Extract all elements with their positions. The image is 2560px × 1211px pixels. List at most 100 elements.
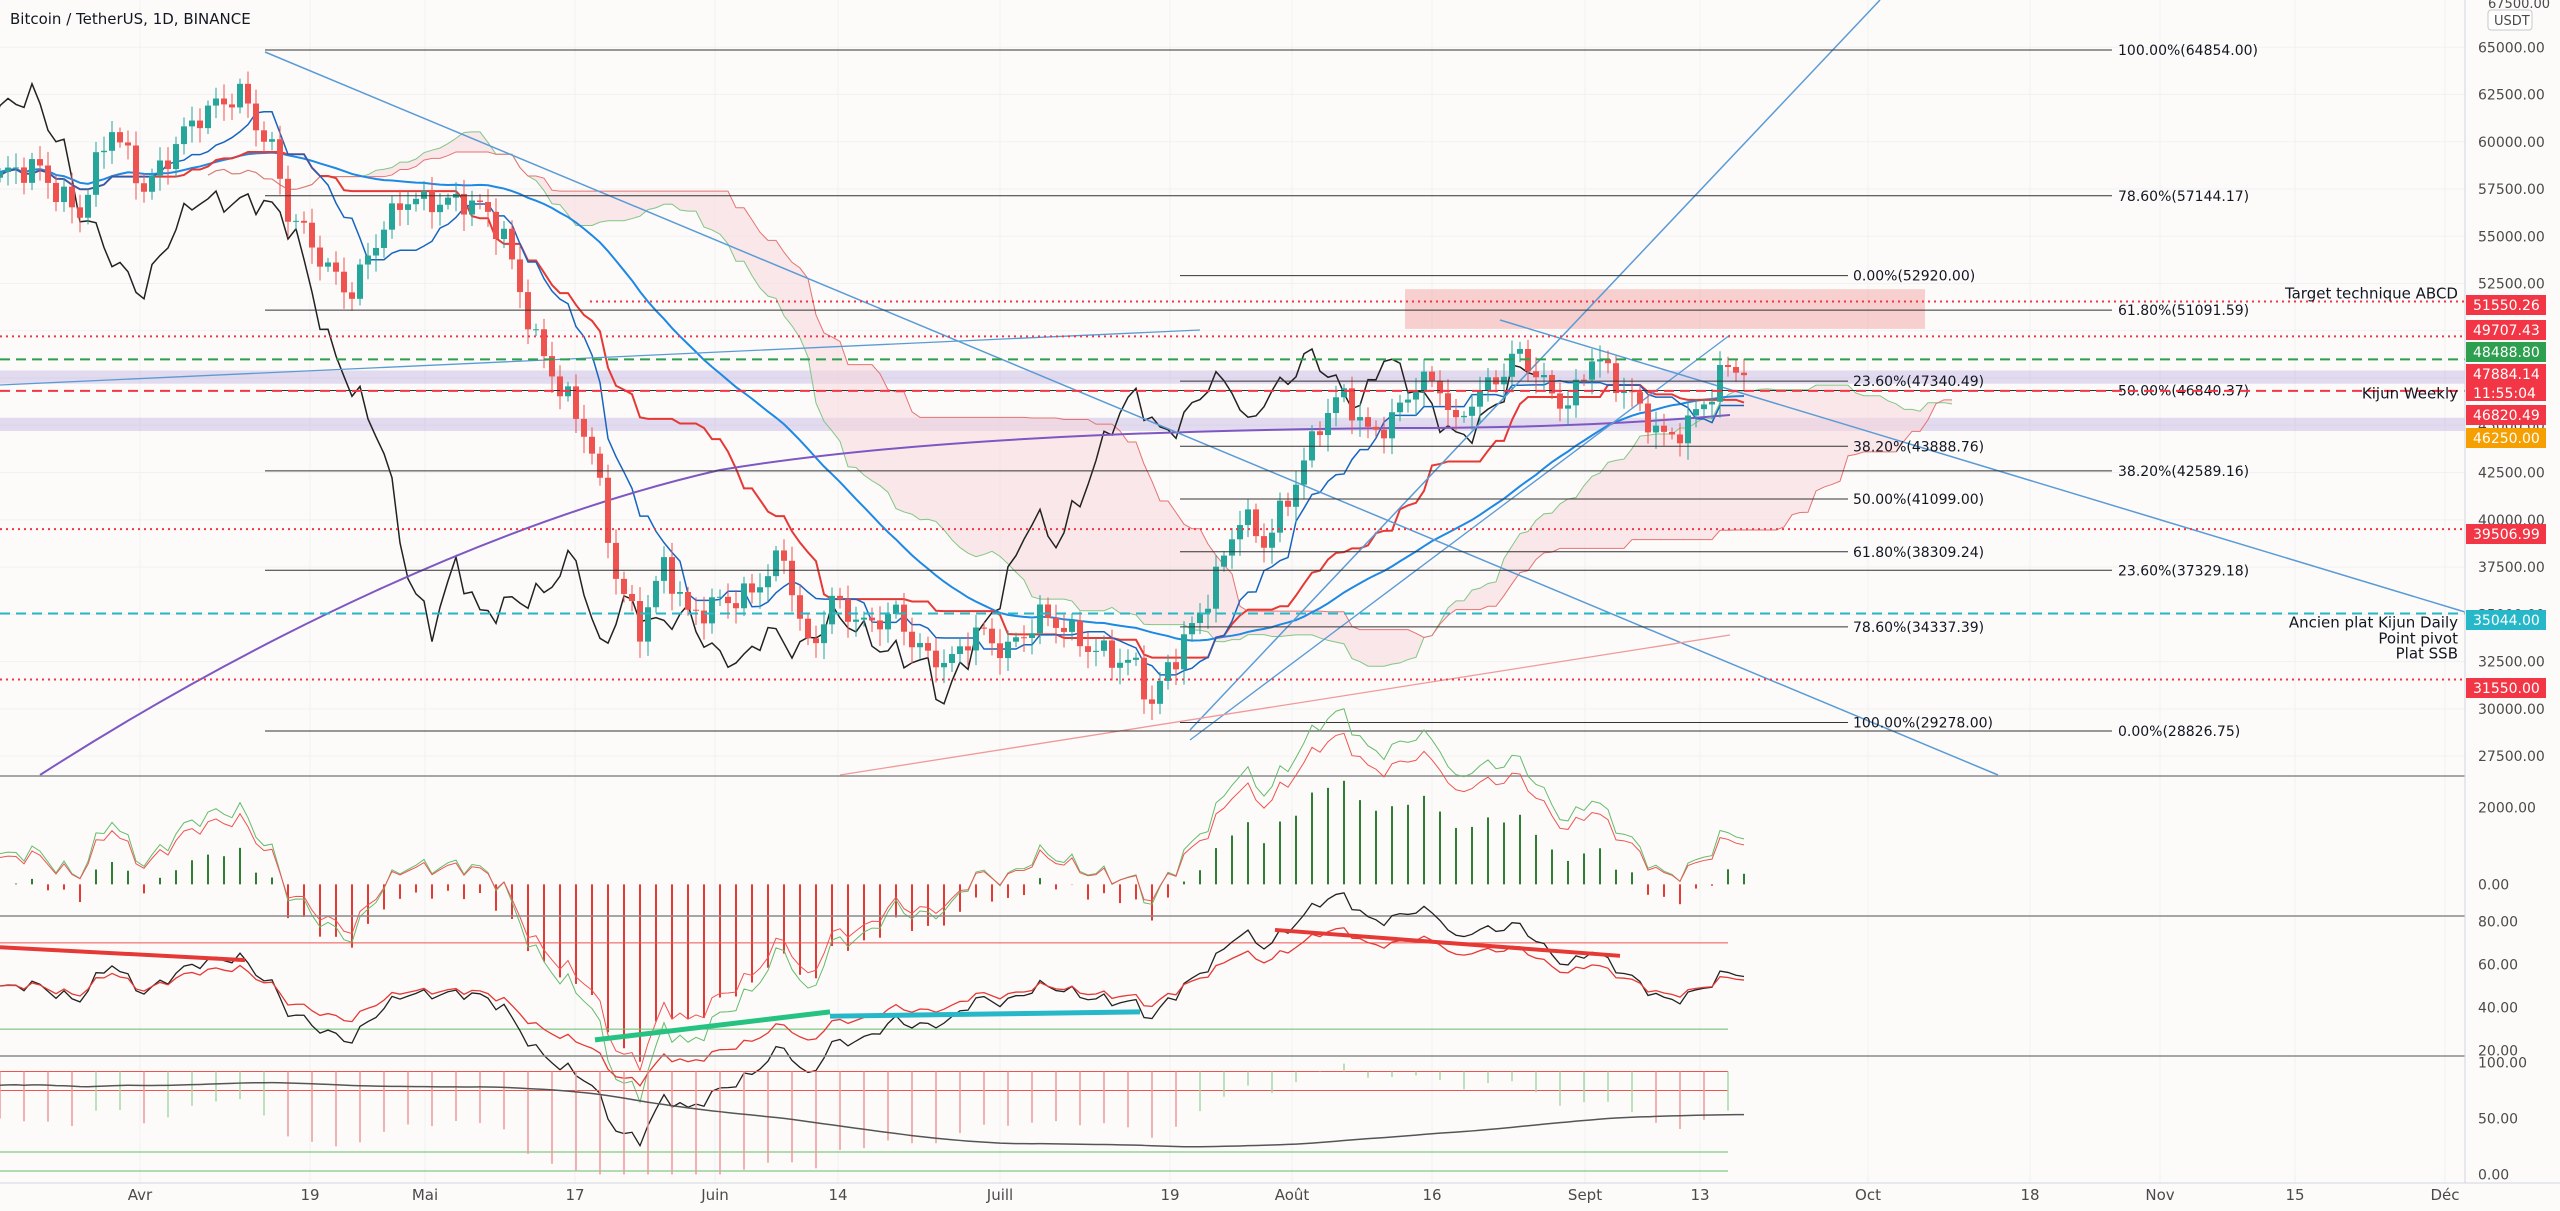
candle-body: [589, 436, 595, 454]
x-tick-label: Oct: [1855, 1186, 1881, 1204]
candle-body: [1325, 413, 1331, 436]
candle-body: [493, 211, 499, 240]
candle: [669, 542, 675, 611]
candle-body: [1717, 364, 1723, 402]
candle: [1221, 551, 1227, 572]
target-zone: [1405, 289, 1925, 329]
y-tick-label: 67500.00: [2488, 0, 2550, 12]
candle-body: [941, 662, 947, 668]
candle: [0, 168, 3, 183]
candle: [445, 193, 451, 210]
annotations: Target technique ABCD Kijun Weekly Ancien …: [2284, 284, 2458, 662]
candle: [1565, 391, 1571, 426]
candle-body: [29, 159, 35, 183]
candle-body: [141, 183, 147, 192]
candle-body: [1461, 415, 1467, 418]
candle: [1101, 635, 1107, 657]
candle: [349, 282, 355, 311]
candle-body: [1077, 620, 1083, 647]
fib-level-label: 38.20%(43888.76): [1853, 439, 1984, 455]
candle-body: [581, 418, 587, 437]
candle-body: [1581, 379, 1587, 381]
long-moving-average: [39, 414, 1731, 776]
candle-body: [733, 603, 739, 609]
x-tick-label: 16: [1422, 1186, 1441, 1204]
candle: [93, 141, 99, 207]
rsi-line: [0, 892, 1745, 1148]
candle: [1613, 355, 1619, 402]
candle-body: [853, 619, 859, 622]
candle-body: [1589, 361, 1595, 380]
candle: [1253, 503, 1259, 543]
candle: [749, 573, 755, 604]
candle-body: [917, 643, 923, 648]
candle-body: [389, 203, 395, 230]
candle-body: [1725, 364, 1731, 368]
candle: [501, 220, 507, 249]
candle: [197, 108, 203, 143]
candle: [341, 257, 347, 309]
candle: [757, 573, 763, 609]
candle-body: [669, 557, 675, 594]
candle: [941, 649, 947, 684]
candle: [1213, 554, 1219, 623]
candle-body: [989, 628, 995, 644]
candle-body: [957, 646, 963, 655]
candle: [1301, 447, 1307, 500]
candle: [37, 146, 43, 181]
candle-body: [509, 228, 515, 260]
candle: [1245, 499, 1251, 537]
candle: [1229, 528, 1235, 569]
annotation-text: Plat SSB: [2396, 645, 2458, 663]
candle: [597, 446, 603, 486]
x-tick-label: 18: [2020, 1186, 2039, 1204]
candle: [1557, 382, 1563, 422]
candle-body: [1709, 401, 1715, 405]
candle-body: [197, 120, 203, 129]
candle: [301, 211, 307, 234]
candle: [1581, 374, 1587, 386]
candle-body: [1653, 425, 1659, 433]
candle-body: [845, 599, 851, 622]
candle: [173, 136, 179, 178]
candle-body: [1093, 650, 1099, 652]
candle-body: [885, 614, 891, 630]
candle: [253, 89, 259, 147]
candle-body: [1301, 460, 1307, 485]
candle: [1045, 597, 1051, 627]
candle-body: [1621, 391, 1627, 394]
candle-body: [653, 580, 659, 608]
candle-body: [1237, 525, 1243, 540]
candle-body: [1061, 627, 1067, 632]
candle: [373, 234, 379, 272]
candle: [997, 629, 1003, 675]
candle: [885, 602, 891, 643]
candle-body: [1469, 406, 1475, 416]
sub-tick-label: 40.00: [2478, 1001, 2518, 1017]
x-tick-label: 19: [1160, 1186, 1179, 1204]
candle: [965, 632, 971, 667]
candle: [893, 600, 899, 619]
candle-body: [1125, 659, 1131, 663]
candle: [157, 147, 163, 191]
candle-body: [125, 142, 131, 146]
candle: [1637, 385, 1643, 412]
ichimoku-cloud: [207, 131, 1953, 667]
fib-level-label: 50.00%(41099.00): [1853, 492, 1984, 508]
candle-body: [701, 610, 707, 624]
candle-body: [909, 631, 915, 648]
candle-body: [381, 229, 387, 248]
trend-line: [1499, 319, 2466, 613]
candle-body: [1109, 640, 1115, 668]
candle-body: [325, 262, 331, 267]
candle-body: [485, 202, 491, 212]
candle: [1709, 389, 1715, 420]
candle: [1013, 632, 1019, 648]
fib-level-label: 38.20%(42589.16): [2118, 464, 2249, 480]
candle: [5, 155, 11, 186]
candle: [1181, 621, 1187, 685]
candle: [629, 584, 635, 612]
candle-body: [861, 617, 867, 620]
candle: [693, 597, 699, 626]
